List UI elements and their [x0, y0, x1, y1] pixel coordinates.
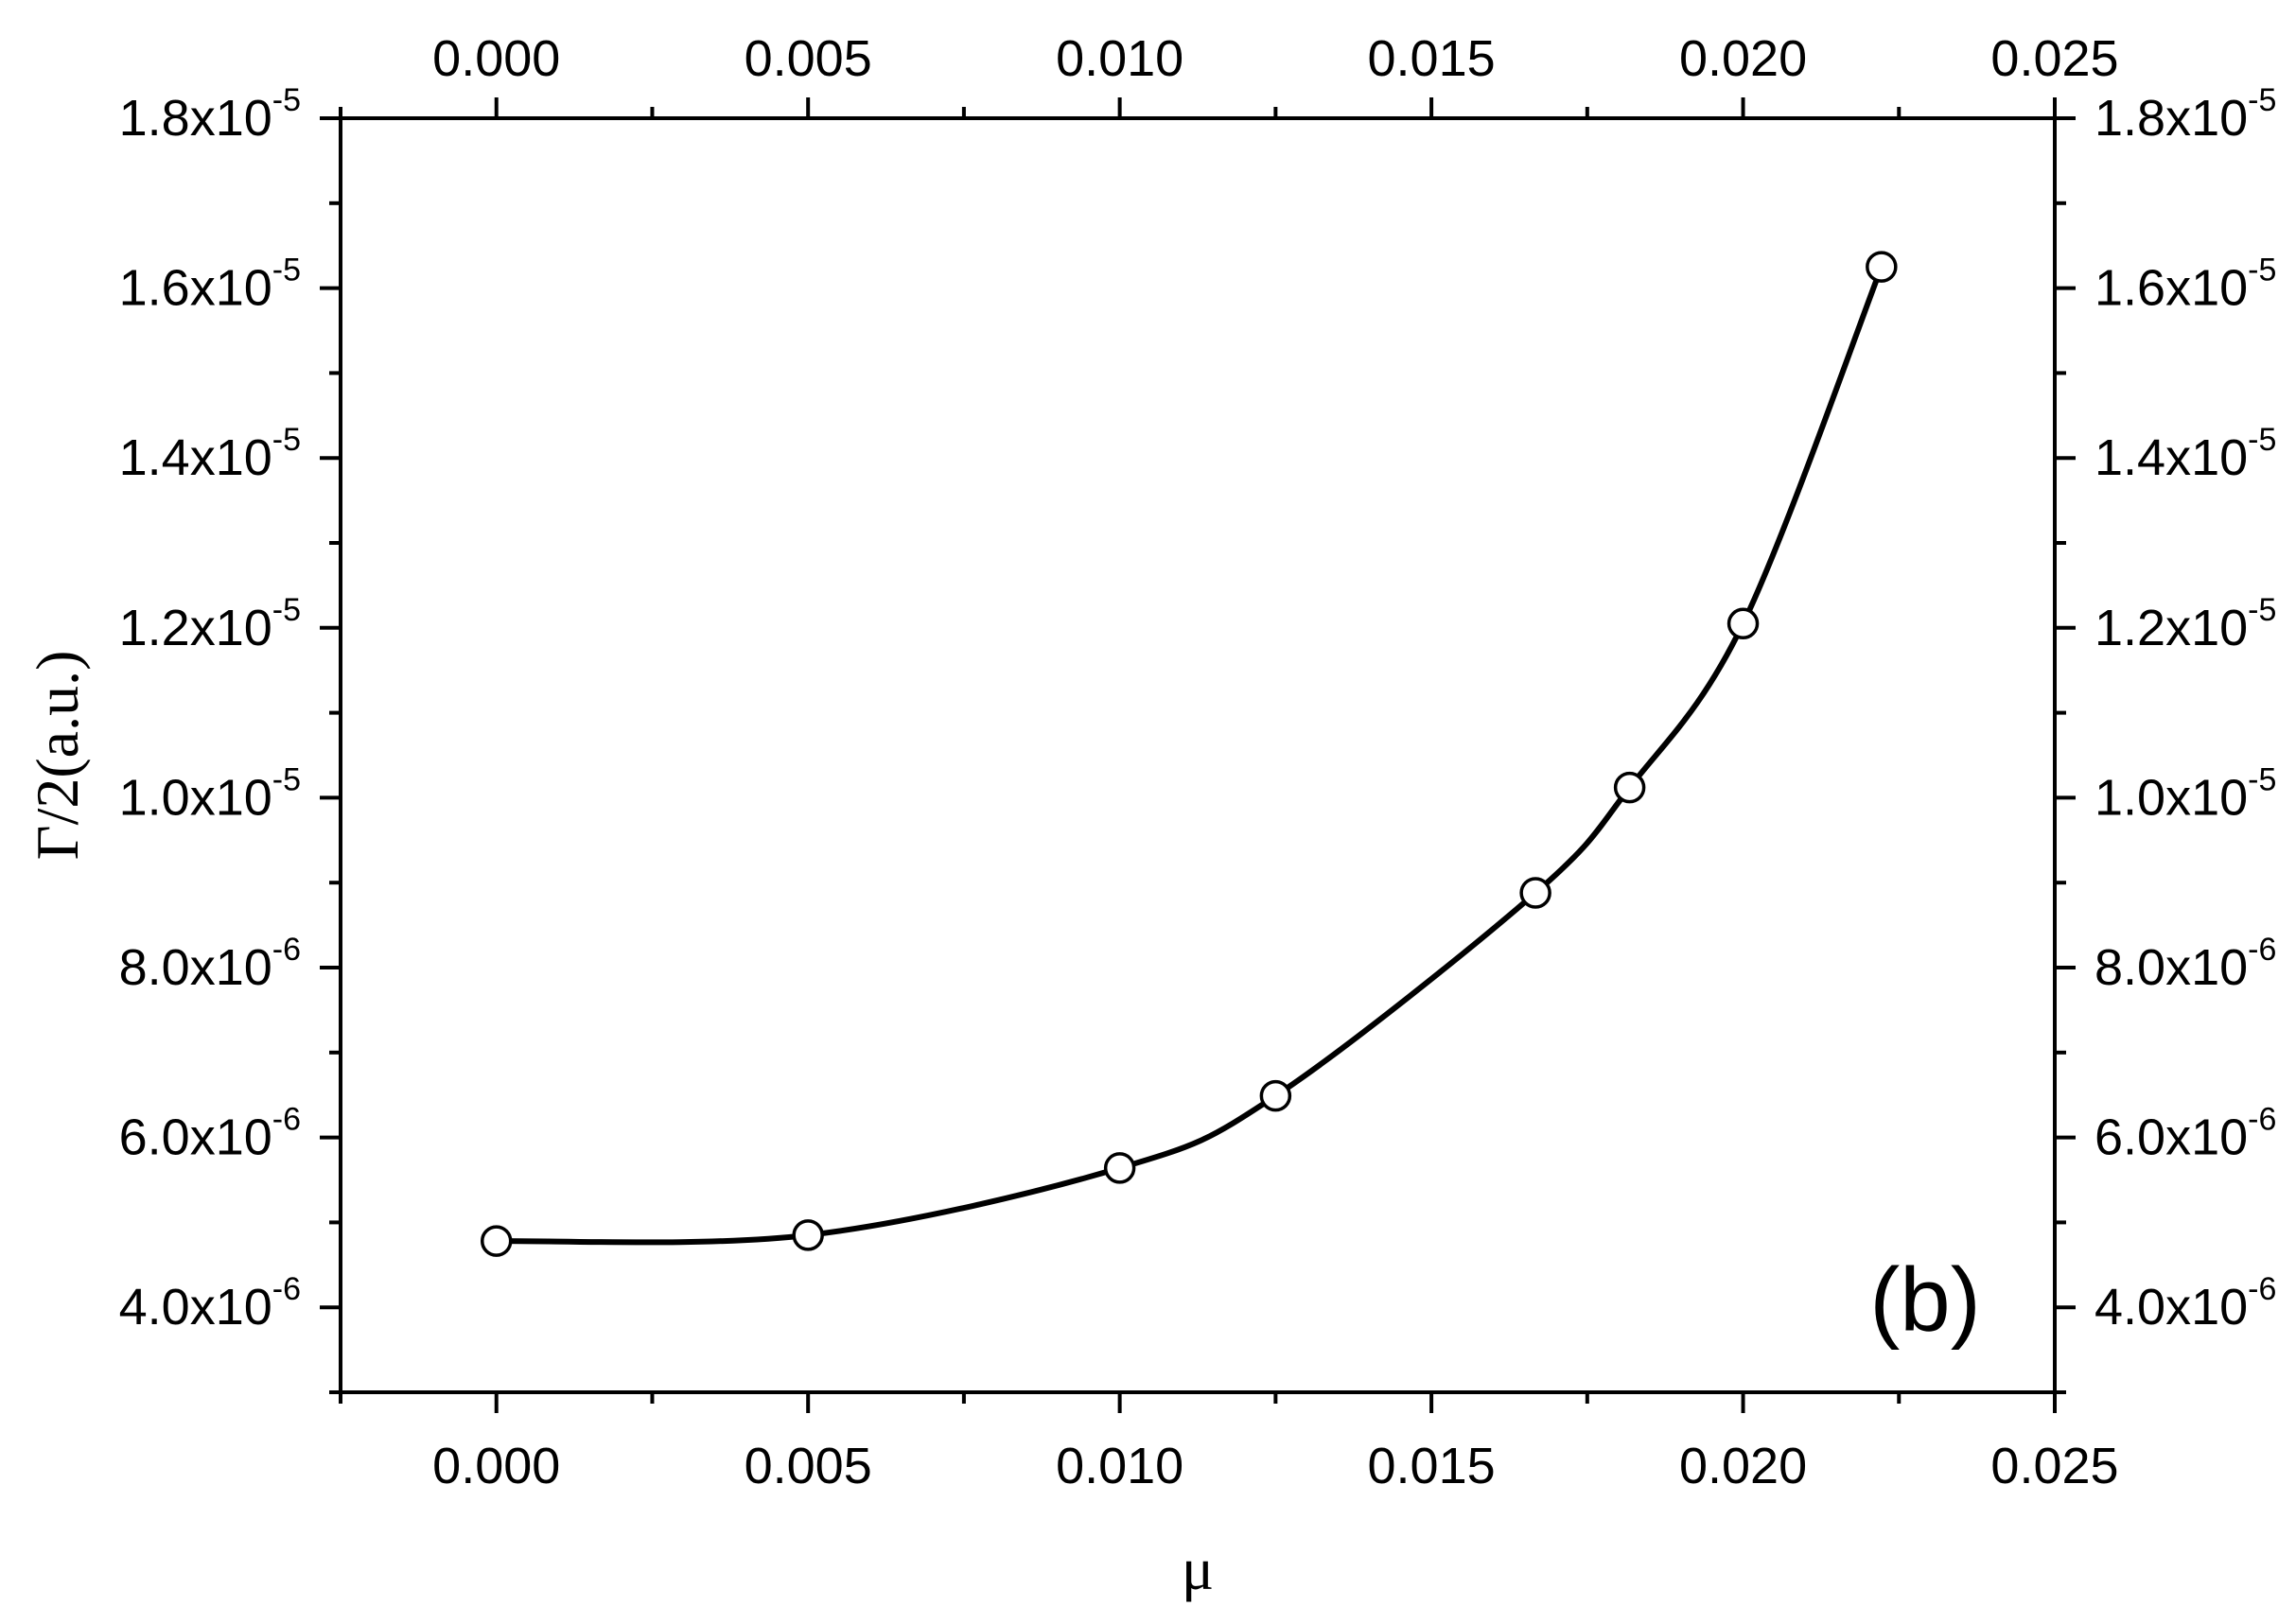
- x-axis-title: μ: [1182, 1535, 1214, 1602]
- x-tick-label-bottom: 0.025: [1990, 1438, 2118, 1494]
- data-point: [480, 1225, 513, 1257]
- y-tick-label-right: 1.2x10-5: [2094, 592, 2276, 656]
- x-tick-label-top: 0.010: [1056, 30, 1183, 87]
- x-tick-label-bottom: 0.010: [1056, 1438, 1183, 1494]
- y-tick-label-left: 6.0x10-6: [119, 1102, 301, 1166]
- x-tick-label-top: 0.015: [1368, 30, 1496, 87]
- x-tick-label-bottom: 0.015: [1368, 1438, 1496, 1494]
- data-point: [1726, 607, 1760, 640]
- series-layer: [480, 251, 1898, 1257]
- x-tick-label-bottom: 0.000: [432, 1438, 560, 1494]
- data-point: [1103, 1152, 1136, 1184]
- y-tick-label-right: 1.6x10-5: [2094, 253, 2276, 317]
- x-tick-label-top: 0.020: [1679, 30, 1807, 87]
- panel-label: (b): [1869, 1249, 1980, 1351]
- y-tick-label-right: 6.0x10-6: [2094, 1102, 2276, 1166]
- plot-frame: [339, 116, 2057, 1394]
- x-tick-label-bottom: 0.020: [1679, 1438, 1807, 1494]
- y-tick-label-right: 1.8x10-5: [2094, 82, 2276, 147]
- ticks-layer: 0.000 0.000 0.005 0.005 0.010 0.010 0.015 0.015…: [119, 30, 2277, 1494]
- data-point: [1259, 1079, 1292, 1112]
- y-tick-label-left: 1.4x10-5: [119, 422, 301, 486]
- series-line: [496, 266, 1884, 1246]
- y-tick-label-right: 1.0x10-5: [2094, 761, 2276, 826]
- data-point: [1519, 877, 1551, 909]
- data-point: [1866, 251, 1898, 283]
- x-tick-label-top: 0.005: [745, 30, 872, 87]
- x-tick-label-top: 0.000: [432, 30, 560, 87]
- x-tick-label-top: 0.025: [1990, 30, 2118, 87]
- y-tick-label-right: 4.0x10-6: [2094, 1271, 2276, 1336]
- y-tick-label-left: 4.0x10-6: [119, 1271, 301, 1336]
- y-tick-label-left: 1.6x10-5: [119, 253, 301, 317]
- y-tick-label-left: 1.0x10-5: [119, 761, 301, 826]
- data-point: [1613, 771, 1646, 804]
- data-point: [792, 1219, 824, 1251]
- y-tick-label-right: 8.0x10-6: [2094, 932, 2276, 996]
- x-tick-label-bottom: 0.005: [745, 1438, 872, 1494]
- y-axis-title: Γ/2(a.u.): [24, 651, 91, 861]
- y-tick-label-left: 8.0x10-6: [119, 932, 301, 996]
- y-tick-label-left: 1.8x10-5: [119, 82, 301, 147]
- y-tick-label-right: 1.4x10-5: [2094, 422, 2276, 486]
- y-tick-label-left: 1.2x10-5: [119, 592, 301, 656]
